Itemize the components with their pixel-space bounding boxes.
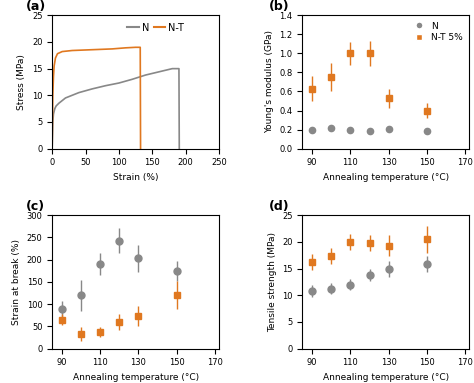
Text: (b): (b) xyxy=(269,0,290,13)
Text: (c): (c) xyxy=(26,200,45,213)
X-axis label: Annealing temperature (°C): Annealing temperature (°C) xyxy=(73,373,199,382)
X-axis label: Strain (%): Strain (%) xyxy=(113,173,158,182)
Legend: N, N-T 5%: N, N-T 5% xyxy=(409,20,465,44)
Text: (a): (a) xyxy=(26,0,46,13)
X-axis label: Annealing temperature (°C): Annealing temperature (°C) xyxy=(323,373,449,382)
Y-axis label: Tensile strength (MPa): Tensile strength (MPa) xyxy=(268,232,277,332)
Y-axis label: Young's modulus (GPa): Young's modulus (GPa) xyxy=(265,31,274,133)
Y-axis label: Stress (MPa): Stress (MPa) xyxy=(18,54,27,110)
Legend: N, N-T: N, N-T xyxy=(123,19,188,37)
X-axis label: Annealing temperature (°C): Annealing temperature (°C) xyxy=(323,173,449,182)
Text: (d): (d) xyxy=(269,200,290,213)
Y-axis label: Strain at break (%): Strain at break (%) xyxy=(12,239,21,325)
